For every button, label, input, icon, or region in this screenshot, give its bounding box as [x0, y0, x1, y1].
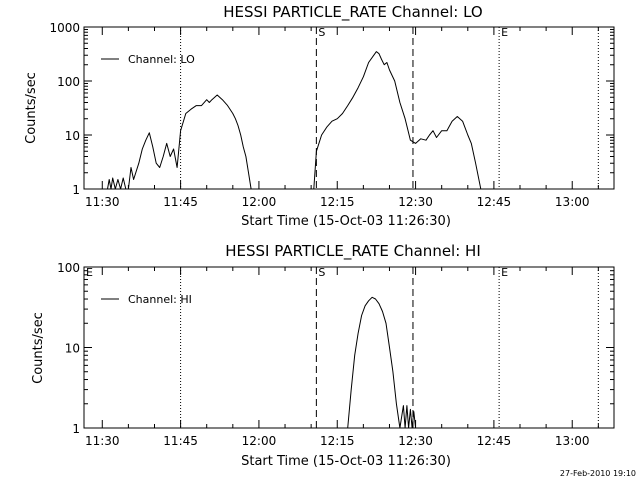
chart-lo-ylabel: Counts/sec — [24, 72, 39, 144]
chart-lo-ytick-label: 1000 — [49, 21, 80, 35]
chart-hi-xtick-label: 12:30 — [398, 434, 433, 448]
chart-hi-title: HESSI PARTICLE_RATE Channel: HI — [225, 242, 481, 261]
chart-hi-xtick-label: 12:00 — [242, 434, 277, 448]
chart-lo-series-line — [107, 51, 482, 190]
chart-hi-xtick-label: 13:00 — [555, 434, 590, 448]
chart-lo-panel: HESSI PARTICLE_RATE Channel: LO Counts/s… — [24, 3, 615, 229]
chart-lo-vline-label: E — [501, 26, 508, 39]
chart-hi-xlabel: Start Time (15-Oct-03 11:26:30) — [241, 454, 451, 469]
chart-lo-xtick-label: 12:30 — [398, 195, 433, 209]
chart-hi-xtick-label: 12:15 — [320, 434, 355, 448]
chart-lo-frame — [83, 26, 615, 190]
chart-lo-title: HESSI PARTICLE_RATE Channel: LO — [223, 3, 482, 22]
footer-timestamp: 27-Feb-2010 19:10 — [560, 469, 636, 478]
chart-lo-ytick-label: 100 — [57, 75, 80, 89]
chart-hi-ylabel: Counts/sec — [31, 312, 46, 384]
chart-lo-xtick-label: 12:15 — [320, 195, 355, 209]
chart-hi-xtick-label: 11:45 — [163, 434, 198, 448]
chart-hi-vline-label: E — [501, 266, 508, 279]
chart-lo-legend-label: Channel: LO — [128, 53, 195, 66]
chart-hi-xtick-label: 12:45 — [477, 434, 512, 448]
chart-lo-ytick-label: 1 — [72, 183, 80, 197]
chart-hi-xtick-label: 11:30 — [85, 434, 120, 448]
chart-lo-xtick-label: 12:45 — [477, 195, 512, 209]
chart-hi-legend-label: Channel: HI — [128, 293, 192, 306]
chart-hi-series-line — [347, 296, 417, 429]
chart-hi-ytick-label: 10 — [65, 342, 80, 356]
chart-hi-panel: HESSI PARTICLE_RATE Channel: HI Counts/s… — [31, 242, 615, 469]
chart-lo-xlabel: Start Time (15-Oct-03 11:26:30) — [241, 214, 451, 229]
chart-lo-ytick-label: 10 — [65, 129, 80, 143]
chart-hi-vline-label: S — [318, 266, 325, 279]
chart-hi-ytick-label: 1 — [72, 422, 80, 436]
chart-hi-vline-label: E — [86, 266, 93, 279]
chart-hi-ytick-label: 100 — [57, 261, 80, 275]
chart-lo-xtick-label: 11:45 — [163, 195, 198, 209]
chart-lo-xtick-label: 12:00 — [242, 195, 277, 209]
chart-lo-vline-label: S — [318, 26, 325, 39]
chart-hi-frame — [83, 266, 615, 429]
chart-lo-xtick-label: 11:30 — [85, 195, 120, 209]
chart-lo-xtick-label: 13:00 — [555, 195, 590, 209]
